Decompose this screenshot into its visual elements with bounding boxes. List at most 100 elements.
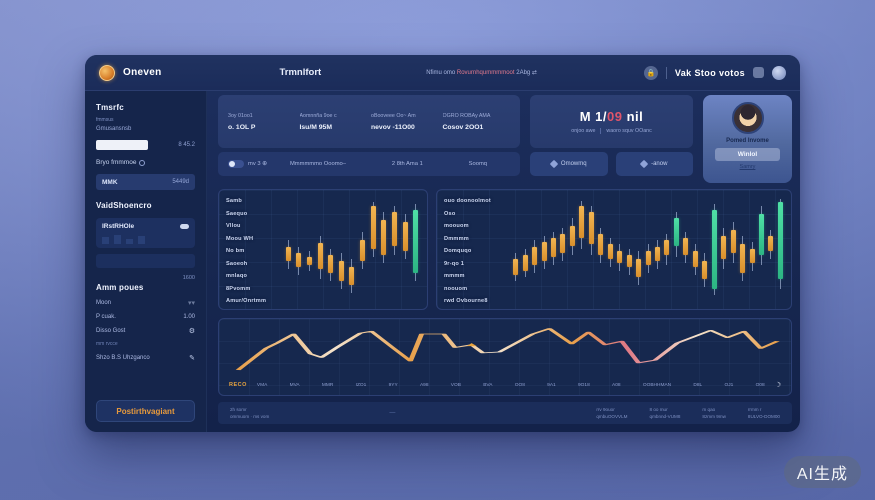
x-tick: D8L [693,382,703,388]
x-tick: OJ1 [724,382,734,388]
pencil-icon[interactable]: ✎ [189,355,195,362]
candle [672,198,681,299]
overlay-label: Saequo [226,210,248,217]
candle [357,198,368,299]
candle [325,198,336,299]
profile-secondary-link[interactable]: Samry [739,164,756,170]
toggle-label: mv 3 ⊕ [248,161,268,167]
candle [691,198,700,299]
candle [336,198,347,299]
candle [766,198,775,299]
candle [710,198,719,299]
footer-column-line: qmbnnd-VUM8 [649,414,681,419]
candle [653,198,662,299]
trend-line-chart: RECO VMA MVA MMR IZO1 9YY A98 VOB BVA OO8 9A1 9O18… [218,318,792,396]
arrow-action-button[interactable]: -anow [615,152,693,176]
stat-item: oBooveee Oo~ Am nevov -11O00 [371,113,439,131]
ai-generated-watermark: AI生成 [783,456,861,488]
footer-column-line: 8ULVO-DOM00 [747,414,780,419]
x-tick: VMA [256,382,268,388]
x-tick: OO8 [514,382,525,388]
candle [719,198,728,299]
summary-footer: 2h somr ommuom · ms vom — rrv 9ouor qmbuO… [218,402,792,424]
toggle-pill-icon[interactable] [180,224,189,229]
header-divider [665,66,667,79]
diamond-icon [639,159,649,169]
gear-icon[interactable]: ⚙ [188,328,195,335]
footer-column-line: 8zmm 9mw [702,414,726,419]
chart-overlay-labels: ouo doonoolmot Oso moouom Dmmmm Domquqo 9r-qo… [444,196,491,308]
amount-input[interactable] [96,140,148,150]
candlestick-chart-left: Samb Saequo Vllou Moou WH No bm Saoeoh mnlaqo 8… [218,189,428,310]
overlay-label: rwd Ovbourne8 [444,298,488,304]
header-note: Nfimu omo Rovurnhqummmmoot 2Abg ⇄ [426,69,537,76]
footer-left-block: 2h somr ommuom · ms vom [230,407,269,419]
account-label[interactable]: Vak Stoo votos [674,67,745,78]
candle [511,198,520,299]
footer-column-line: rrmm r [747,407,762,412]
plus-circle-icon[interactable] [139,159,146,166]
stat-label: oBooveee Oo~ Am [371,112,416,119]
candle [728,198,737,299]
x-tick: BVA [483,382,493,388]
overlay-label: Amur/Onrtmm [226,298,267,304]
candle [681,198,690,299]
candle [400,198,411,299]
stat-item: 3oy 01oo1 o. 1OL P [228,113,296,131]
send-label-text: Bryo fmmmoe [96,159,137,166]
lock-icon[interactable]: 🔒 [643,65,658,80]
header-note-pre: Nfimu omo [426,70,457,76]
dashboard-window: Oneven Trmnlfort Nfimu omo Rovurnhqummmm… [85,55,800,432]
footer-column: 8 oo mur qmbnnd-VUM8 [650,407,681,419]
candle [568,198,577,299]
mini-bars-icon: ▾▾ [187,300,195,307]
send-label: Bryo fmmmoe [96,159,195,166]
candle [776,198,785,299]
asset-row[interactable]: MMK 5449d [96,174,195,190]
overlay-label: No bm [226,248,245,254]
filter-menu[interactable]: Mmmmmmo Ooomo– [289,161,346,167]
points-count: 1600 [182,275,195,281]
nav-item-trmnlfort[interactable]: Trmnlfort [279,67,322,78]
asset-value: 5449d [172,179,189,185]
x-axis: RECO VMA MVA MMR IZO1 9YY A98 VOB BVA OO8 9A1 9O18… [227,381,783,389]
main-content: 3oy 01oo1 o. 1OL P Aomnnña 9oe c Isu/M 9… [207,91,800,432]
watchlist-card-secondary[interactable] [96,254,195,268]
candle [347,198,358,299]
ratio-sub-left: onjoo awe [571,128,596,134]
overview-action-button[interactable]: Omowmq [530,152,608,176]
trend-svg [235,328,780,371]
watchlist-card[interactable]: IRstRHOle [96,218,195,248]
candle [520,198,529,299]
post-investment-button[interactable]: Postirthvagiant [96,400,195,422]
ratio-highlight: 09 [607,109,623,124]
moon-icon: ☽ [774,382,781,389]
x-tick: 9A1 [547,382,556,388]
moon-label: Moon [96,300,112,306]
candle [700,198,709,299]
toggle-switch[interactable] [228,160,244,168]
grid-icon[interactable] [753,67,764,78]
header-note-highlight: Rovurnhqummmmoot [456,70,515,76]
stat-label: Aomnnña 9oe c [299,112,337,119]
candle [596,198,605,299]
filter-toggle-group[interactable]: mv 3 ⊕ [228,160,267,168]
candle [738,198,747,299]
stat-value: nevov -11O00 [371,123,415,131]
overlay-label: Moou WH [226,235,254,242]
filter-sort[interactable]: Soomq [468,161,488,167]
candle [662,198,671,299]
user-avatar-icon[interactable] [772,65,786,80]
profile-primary-button[interactable]: Winlol [715,148,780,161]
footer-left-bottom: ommuom · ms vom [230,414,270,419]
filter-date[interactable]: 2 8th Ama 1 [391,161,423,167]
shzo-label: Shzo B.S Uhzganco [96,355,150,361]
overlay-label: Vllou [226,223,241,229]
x-tick: MMR [321,382,334,388]
disso-row: Disso Gost ⚙ [96,327,195,335]
moon-row: Moon ▾▾ [96,299,195,307]
sidebar-description: Gmusansnsb [96,126,132,132]
x-axis-ticks: VMA MVA MMR IZO1 9YY A98 VOB BVA OO8 9A1 9O18 A08 OO… [257,383,765,388]
shzo-row: Shzo B.S Uhzganco ✎ [96,354,195,362]
stat-label: OGRO ROBAy AMA [442,112,491,119]
